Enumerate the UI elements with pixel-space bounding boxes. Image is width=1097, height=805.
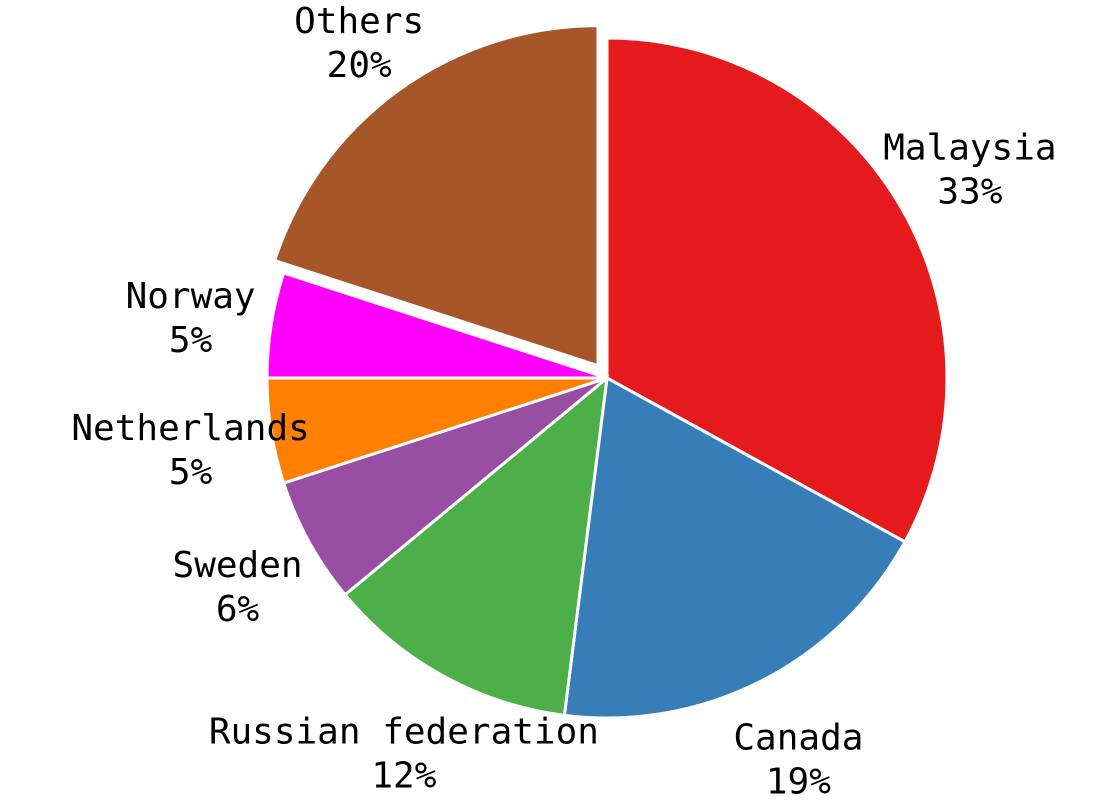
- slice-percent: 33%: [937, 171, 1002, 212]
- slice-percent: 19%: [766, 762, 831, 803]
- slice-name: Sweden: [173, 545, 303, 586]
- slice-name: Malaysia: [883, 127, 1056, 168]
- slice-percent: 5%: [169, 320, 213, 361]
- slice-name: Canada: [733, 718, 863, 759]
- slice-percent: 6%: [216, 589, 260, 630]
- slice-label: Canada 19%: [733, 718, 863, 803]
- slice-percent: 5%: [169, 452, 213, 493]
- pie-slice: [281, 376, 608, 597]
- slice-name: Others: [294, 1, 424, 42]
- slice-name: Norway: [126, 276, 256, 317]
- slice-label: Russian federation 12%: [209, 711, 599, 796]
- slice-label: Netherlands 5%: [71, 408, 309, 493]
- pie-slice: [605, 36, 949, 544]
- slice-percent: 20%: [327, 45, 392, 86]
- pie-slice: [342, 374, 609, 717]
- pie-slice: [272, 24, 600, 368]
- slice-label: Sweden 6%: [173, 545, 303, 630]
- slice-label: Malaysia 33%: [883, 127, 1056, 212]
- pie-slice: [562, 375, 907, 720]
- slice-name: Netherlands: [71, 408, 309, 449]
- slice-percent: 12%: [371, 755, 436, 796]
- slice-name: Russian federation: [209, 711, 599, 752]
- slice-label: Norway 5%: [126, 276, 256, 361]
- pie-slice: [265, 271, 608, 380]
- slice-label: Others 20%: [294, 1, 424, 86]
